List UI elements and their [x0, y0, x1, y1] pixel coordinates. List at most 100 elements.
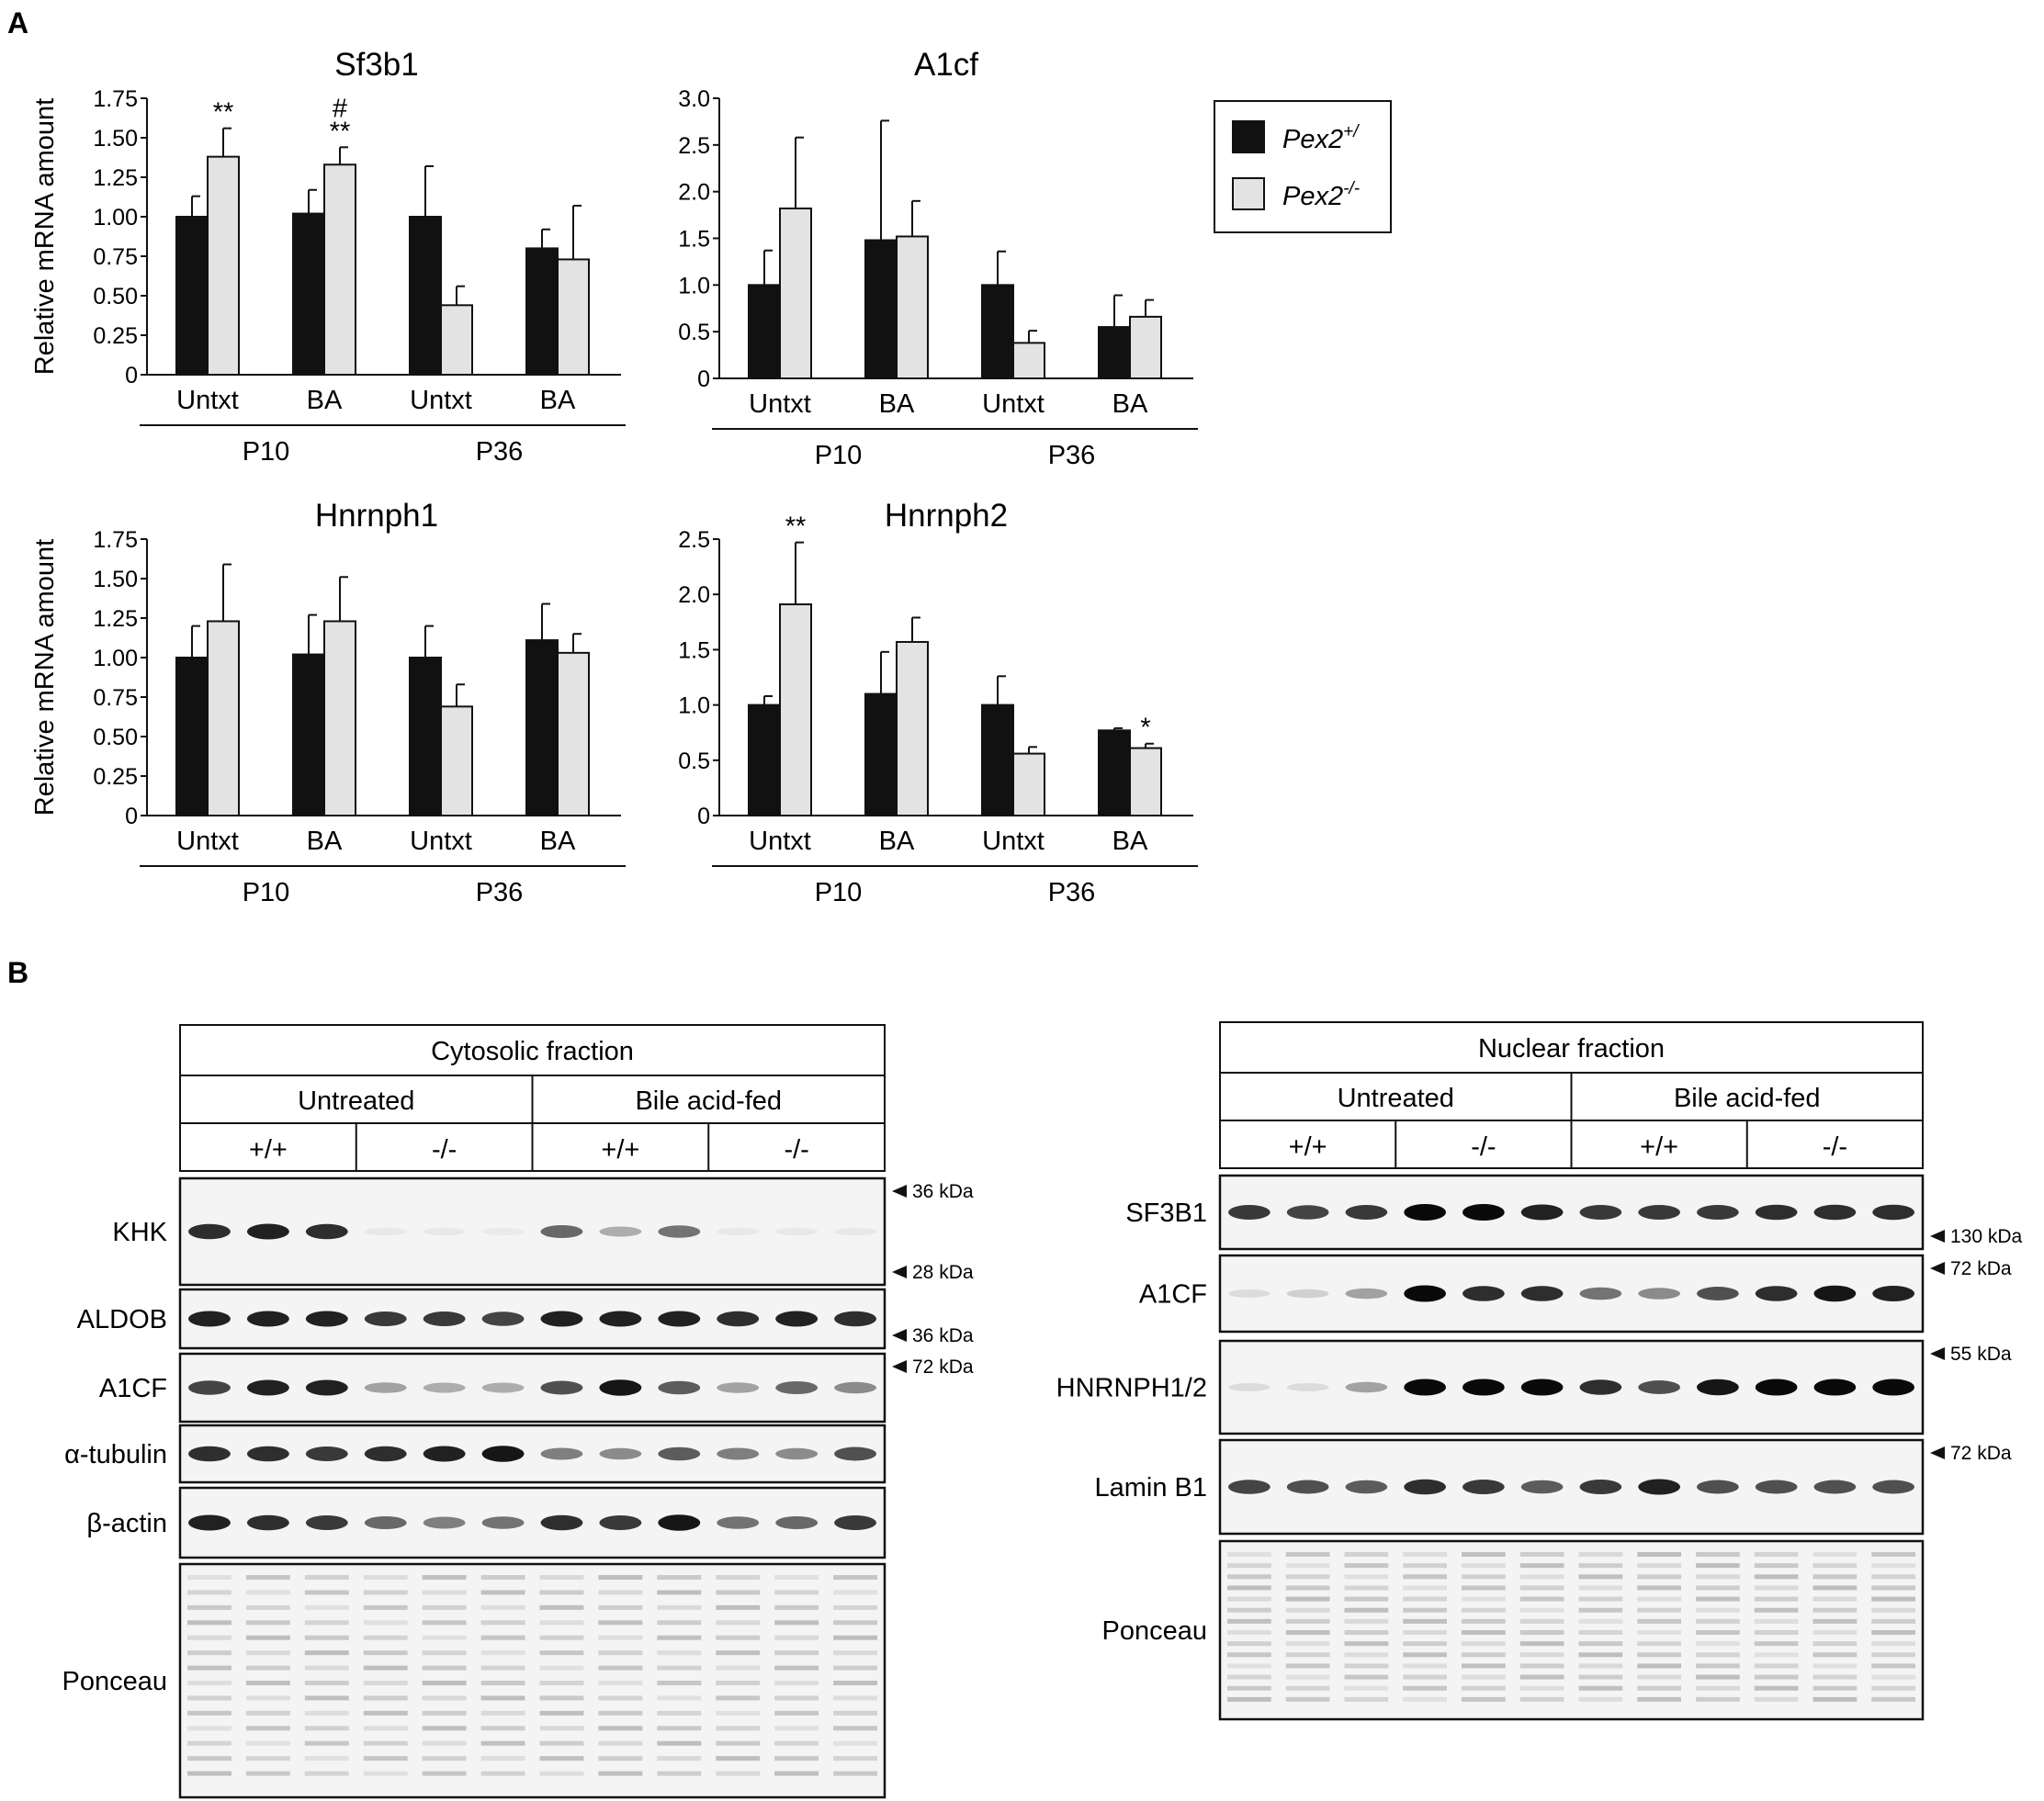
ponceau-stripe: [774, 1590, 819, 1595]
y-tick-label: 1.5: [678, 637, 710, 663]
bar-ba-s0: [864, 239, 898, 379]
ponceau-stripe: [1344, 1674, 1389, 1680]
protein-band: [188, 1380, 231, 1395]
ponceau-stripe: [1871, 1663, 1915, 1669]
protein-band: [540, 1311, 583, 1327]
protein-band: [1697, 1379, 1739, 1396]
ponceau-stripe: [657, 1635, 702, 1640]
ponceau-stripe: [1519, 1674, 1564, 1680]
bar-untxt-s0: [409, 216, 442, 376]
ponceau-stripe: [1285, 1630, 1330, 1635]
protein-label: Ponceau: [1102, 1616, 1208, 1646]
ponceau-stripe: [1344, 1574, 1389, 1580]
blot-row-sf3b1: SF3B1: [1125, 1174, 1925, 1251]
ponceau-stripe: [598, 1756, 643, 1762]
y-tick-label: 1.25: [93, 606, 138, 632]
ponceau-stripe: [716, 1620, 761, 1626]
protein-band: [834, 1227, 877, 1236]
ponceau-stripe: [774, 1756, 819, 1762]
ponceau-stripe: [363, 1756, 408, 1762]
bar-ba-s1: [896, 235, 929, 380]
ponceau-stripe: [422, 1681, 467, 1685]
ponceau-stripe: [1462, 1652, 1506, 1658]
y-tick-label: 1.50: [93, 567, 138, 592]
blot-row-ponceau: Ponceau: [1102, 1539, 1925, 1721]
ponceau-stripe: [1696, 1641, 1740, 1647]
ponceau-stripe: [1462, 1607, 1506, 1613]
protein-band: [423, 1446, 466, 1462]
protein-band: [364, 1382, 407, 1393]
ponceau-stripe: [1754, 1674, 1799, 1680]
y-tick-label: 1.0: [678, 693, 710, 719]
ponceau-stripe: [833, 1650, 877, 1656]
ponceau-stripe: [1696, 1685, 1740, 1691]
protein-band: [246, 1446, 289, 1462]
ponceau-stripe: [1403, 1574, 1447, 1580]
ponceau-stripe: [598, 1710, 643, 1716]
ponceau-stripe: [1578, 1607, 1623, 1613]
significance-marker: **: [785, 512, 807, 542]
ponceau-stripe: [304, 1681, 349, 1685]
ponceau-stripe: [422, 1756, 467, 1762]
protein-band: [1520, 1286, 1564, 1301]
ponceau-stripe: [657, 1740, 702, 1746]
ponceau-stripe: [716, 1635, 761, 1640]
ponceau-stripe: [774, 1695, 819, 1701]
ponceau-stripe: [1285, 1574, 1330, 1580]
significance-marker: *: [1140, 714, 1150, 743]
ponceau-stripe: [304, 1575, 349, 1580]
legend-gene: Pex2: [1282, 182, 1343, 211]
protein-band: [1404, 1379, 1446, 1396]
ponceau-stripe: [187, 1710, 232, 1716]
protein-band: [364, 1446, 407, 1462]
ponceau-stripe: [1403, 1618, 1447, 1624]
ponceau-stripe: [657, 1590, 702, 1595]
protein-band: [364, 1311, 407, 1326]
group-label: P10: [815, 878, 863, 907]
ponceau-stripe: [1696, 1574, 1740, 1580]
panel-a-label: A: [7, 6, 28, 39]
blot-row-hnrnph1-2: HNRNPH1/2: [1056, 1339, 1925, 1435]
y-tick-label: 0.5: [678, 320, 710, 345]
protein-band: [599, 1379, 642, 1396]
membrane-box: [1218, 1174, 1925, 1251]
ponceau-stripe: [1227, 1652, 1271, 1658]
ponceau-stripe: [716, 1590, 761, 1595]
ponceau-stripe: [1754, 1641, 1799, 1647]
protein-band: [1638, 1380, 1680, 1394]
y-tick-label: 1.25: [93, 165, 138, 191]
protein-band: [1755, 1480, 1798, 1494]
ponceau-stripe: [1637, 1552, 1681, 1557]
genotype-label: +/+: [249, 1135, 288, 1165]
protein-band: [1286, 1480, 1329, 1494]
ponceau-stripe: [187, 1756, 232, 1762]
ponceau-stripe: [1403, 1685, 1447, 1691]
protein-label: ALDOB: [77, 1305, 167, 1334]
protein-band: [1462, 1204, 1505, 1221]
ponceau-stripe: [1519, 1574, 1564, 1580]
size-marker: 130 kDa: [1950, 1226, 2023, 1247]
x-tick-label: Untxt: [176, 386, 239, 415]
ponceau-stripe: [833, 1771, 877, 1776]
blot-row-lamin-b1: Lamin B1: [1094, 1438, 1925, 1536]
ponceau-stripe: [1519, 1607, 1564, 1613]
bar-ba-s0: [1098, 729, 1131, 816]
ponceau-stripe: [1637, 1674, 1681, 1680]
bar-untxt-s0: [175, 216, 209, 376]
ponceau-stripe: [1637, 1685, 1681, 1691]
ponceau-stripe: [833, 1756, 877, 1762]
condition-label: Untreated: [1338, 1084, 1454, 1113]
ponceau-stripe: [1519, 1685, 1564, 1691]
protein-label: β-actin: [86, 1509, 167, 1538]
size-marker: 28 kDa: [912, 1262, 974, 1283]
ponceau-stripe: [1871, 1585, 1915, 1591]
membrane-box: [178, 1562, 886, 1799]
protein-label: A1CF: [1139, 1280, 1207, 1310]
ponceau-stripe: [1285, 1674, 1330, 1680]
ponceau-stripe: [716, 1771, 761, 1776]
protein-band: [246, 1223, 289, 1240]
ponceau-stripe: [1519, 1630, 1564, 1635]
ponceau-stripe: [833, 1620, 877, 1626]
marker-arrow: [1930, 1262, 1945, 1275]
ponceau-stripe: [598, 1604, 643, 1610]
